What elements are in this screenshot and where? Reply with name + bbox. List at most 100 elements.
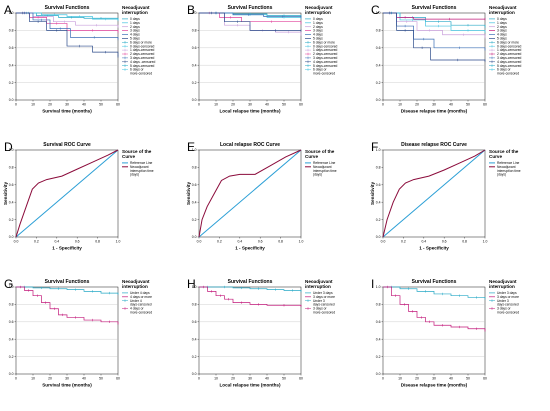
y-axis-label: Sensitivity — [370, 182, 375, 205]
y-tick-label: 0.2 — [192, 218, 197, 222]
y-tick-label: 0.8 — [192, 303, 197, 307]
legend-entry: Under 3 days — [313, 291, 333, 295]
y-tick-label: 1.0 — [9, 148, 14, 152]
legend-entry: 4 days-censored — [313, 60, 338, 64]
legend-entry: 4 days-censored — [497, 60, 522, 64]
plot-title: Survival Functions — [228, 279, 273, 285]
x-axis-label: 1 - Specificity — [419, 246, 449, 251]
series-line — [15, 149, 119, 238]
legend-title: Source of the — [489, 149, 519, 154]
legend-entry: interruption time — [497, 169, 521, 173]
series-line — [199, 286, 302, 307]
y-tick-label: 0.0 — [9, 235, 14, 239]
chart-panel-e: E Local relapse ROC Curve 0.0 0.2 0.4 0.6 0.8 1… — [186, 140, 337, 251]
legend-entry: 3 days — [130, 29, 140, 33]
chart-panel-a: A Survival Functions 0.0 0.2 0.4 0.6 0.8 1.0 0 10… — [4, 3, 155, 114]
x-tick-label: 0 — [198, 103, 200, 107]
x-tick-label: 0.2 — [217, 240, 222, 244]
x-tick-label: 30 — [65, 377, 69, 381]
legend-entry: 6 days or more — [497, 40, 519, 44]
legend-entry: Under 3 days — [497, 291, 517, 295]
y-tick-label: 0.4 — [376, 63, 381, 67]
y-tick-label: 0.2 — [376, 218, 381, 222]
legend-entry: 5 days-censored — [130, 64, 155, 68]
chart-panel-i: I Survival Functions 0.0 0.2 0.4 0.6 0.8 1.0 0 10… — [371, 277, 519, 388]
plot-title: Disease relapse ROC Curve — [401, 142, 467, 148]
y-tick-label: 1.0 — [192, 148, 197, 152]
legend-title: Neoadjuvant — [122, 5, 150, 10]
y-tick-label: 1.0 — [192, 11, 197, 15]
y-tick-label: 1.0 — [9, 285, 14, 289]
legend-entry: 2 days-censored — [130, 52, 155, 56]
legend-entry: 5 days — [313, 37, 323, 41]
x-tick-label: 1.0 — [299, 240, 304, 244]
chart-panel-h: H Survival Functions 0.0 0.2 0.4 0.6 0.8 1.0 0 10… — [187, 277, 335, 388]
legend-entry: Neoadjuvant — [497, 165, 516, 169]
legend-entry: Under 4 — [130, 299, 142, 303]
x-tick-label: 20 — [48, 377, 52, 381]
plot-frame — [382, 286, 486, 375]
panel-letter: F — [371, 140, 378, 154]
x-tick-label: 40 — [82, 377, 86, 381]
panel-letter: E — [187, 140, 195, 154]
legend-entry: 5 days — [130, 37, 140, 41]
plot-title: Survival Functions — [45, 5, 90, 11]
y-tick-label: 0.4 — [192, 337, 197, 341]
x-tick-label: 50 — [99, 377, 103, 381]
y-tick-label: 0.6 — [192, 320, 197, 324]
x-axis-label: Survival time (months) — [42, 383, 92, 388]
legend-title: Neoadjuvant — [489, 5, 517, 10]
legend-entry: 6 days or — [497, 68, 511, 72]
legend-entry: more-censored — [497, 72, 519, 76]
panel-letter: B — [187, 3, 195, 17]
legend-entry: days-censored — [313, 303, 335, 307]
y-tick-label: 0.4 — [192, 200, 197, 204]
legend-title: interruption — [305, 284, 331, 289]
y-tick-label: 1.0 — [376, 11, 381, 15]
x-tick-label: 0.6 — [75, 240, 80, 244]
x-tick-label: 0 — [382, 377, 384, 381]
plot-title: Local relapse ROC Curve — [220, 142, 280, 148]
x-tick-label: 50 — [282, 377, 286, 381]
x-tick-label: 0 — [198, 377, 200, 381]
x-axis-label: Local relapse time (months) — [219, 109, 280, 114]
y-axis-label: Sensitivity — [3, 182, 8, 205]
y-tick-label: 0.6 — [376, 46, 381, 50]
x-tick-label: 0.0 — [14, 240, 19, 244]
legend-entry: more-censored — [130, 311, 152, 315]
x-tick-label: 0.2 — [401, 240, 406, 244]
x-tick-label: 0 — [15, 103, 17, 107]
y-tick-label: 0.2 — [376, 81, 381, 85]
plot-frame — [382, 12, 486, 101]
x-tick-label: 50 — [282, 103, 286, 107]
legend-entry: 3 days-censored — [497, 56, 522, 60]
y-tick-label: 0.6 — [9, 320, 14, 324]
legend-entry: 3 days — [497, 29, 507, 33]
x-tick-label: 40 — [449, 103, 453, 107]
legend-entry: 0 days — [313, 17, 323, 21]
legend-entry: 2 days — [313, 25, 323, 29]
y-tick-label: 0.6 — [192, 46, 197, 50]
x-tick-label: 40 — [265, 103, 269, 107]
plot-title: Survival Functions — [412, 5, 457, 11]
legend-entry: 4 days — [130, 33, 140, 37]
x-axis-label: Disease relapse time (months) — [401, 109, 468, 114]
legend-title: interruption — [489, 284, 515, 289]
legend-entry: 0 days — [497, 17, 507, 21]
legend-entry: more-censored — [313, 311, 335, 315]
y-tick-label: 0.0 — [192, 98, 197, 102]
series-line — [383, 12, 486, 61]
legend-entry: 2 days — [130, 25, 140, 29]
y-tick-label: 1.0 — [376, 148, 381, 152]
legend-entry: (days) — [130, 173, 139, 177]
x-tick-label: 20 — [231, 103, 235, 107]
y-tick-label: 0.0 — [192, 235, 197, 239]
x-tick-label: 0.4 — [237, 240, 242, 244]
legend-entry: more-censored — [497, 311, 519, 315]
legend-entry: 3 days or — [313, 307, 327, 311]
legend-entry: more-censored — [313, 72, 335, 76]
x-tick-label: 30 — [248, 377, 252, 381]
